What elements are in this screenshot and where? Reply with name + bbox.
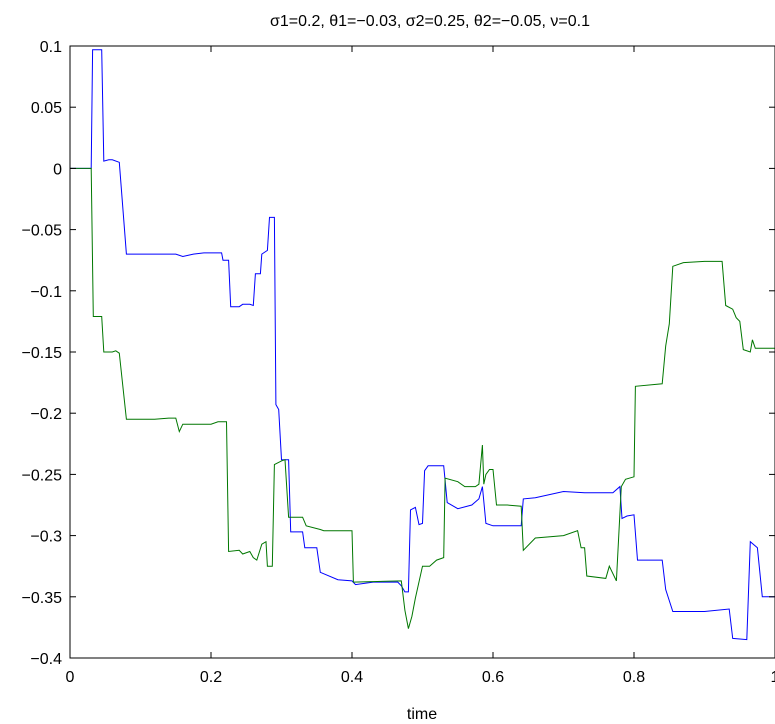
x-tick-label: 0.4 — [341, 669, 363, 686]
y-tick-label: −0.05 — [22, 223, 63, 240]
y-axis: 0.1 0.05 0 −0.05 −0.1 −0.15 −0.2 −0.25 −0.3 −0.35… — [22, 39, 775, 668]
series-layer — [70, 49, 775, 641]
x-tick-label: 0.8 — [623, 669, 645, 686]
y-tick-label: −0.1 — [30, 284, 62, 301]
y-tick-label: −0.4 — [30, 651, 62, 668]
x-axis: 0 0.2 0.4 0.6 0.8 1 — [66, 46, 775, 686]
y-tick-label: −0.3 — [30, 529, 62, 546]
y-tick-label: 0.05 — [31, 100, 62, 117]
series-line-1 — [70, 49, 775, 641]
y-tick-label: −0.25 — [22, 467, 63, 484]
y-tick-label: 0 — [53, 161, 62, 178]
y-tick-label: −0.2 — [30, 406, 62, 423]
chart-title: σ1=0.2, θ1=−0.03, σ2=0.25, θ2=−0.05, ν=0… — [270, 13, 590, 30]
y-tick-label: −0.15 — [22, 345, 63, 362]
x-tick-label: 0 — [66, 669, 75, 686]
x-tick-label: 0.2 — [200, 669, 222, 686]
x-tick-label: 0.6 — [482, 669, 504, 686]
y-tick-label: −0.35 — [22, 590, 63, 607]
y-tick-label: 0.1 — [40, 39, 62, 56]
x-tick-label: 1 — [771, 669, 775, 686]
x-axis-label: time — [407, 706, 437, 723]
series-line-2 — [70, 167, 775, 629]
